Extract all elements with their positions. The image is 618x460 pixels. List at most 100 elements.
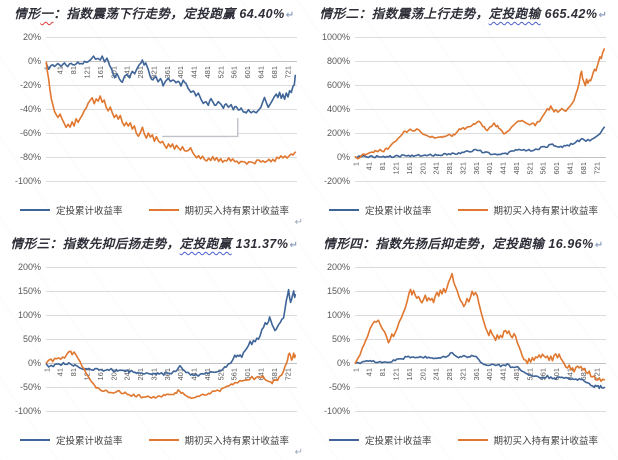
svg-text:100%: 100%	[327, 310, 350, 320]
svg-text:481: 481	[512, 162, 521, 175]
svg-text:50%: 50%	[23, 334, 41, 344]
svg-text:161: 161	[96, 368, 105, 381]
svg-text:150%: 150%	[327, 286, 350, 296]
legend-item-sip: 定投累计收益率	[19, 433, 123, 447]
svg-text:281: 281	[136, 368, 145, 381]
chart-case1-panel: 情形一：指数震荡下行走势，定投跑赢 64.40%↵ 20% 0% -20% -40% -…	[0, 0, 309, 230]
svg-text:641: 641	[566, 162, 575, 175]
chart-case3-panel: 情形三：指数先抑后扬走势，定投跑赢 131.37%↵ 200% 150% 100% 5…	[0, 230, 309, 460]
svg-text:201: 201	[109, 66, 118, 79]
svg-text:-200%: -200%	[324, 176, 350, 186]
sip-line-swatch	[328, 439, 359, 441]
svg-text:601: 601	[552, 162, 561, 175]
svg-text:401: 401	[176, 66, 185, 79]
svg-text:561: 561	[230, 66, 239, 79]
svg-text:321: 321	[458, 368, 467, 381]
svg-text:401: 401	[485, 368, 494, 381]
legend-label: 定投累计收益率	[55, 436, 123, 447]
svg-text:601: 601	[243, 368, 252, 381]
svg-text:-50%: -50%	[329, 382, 350, 392]
svg-text:161: 161	[405, 368, 414, 381]
legend-item-sip: 定投累计收益率	[328, 203, 432, 217]
chart-title-case3: 情形三：指数先抑后扬走势，定投跑赢 131.37%↵	[0, 235, 309, 255]
legend-label: 定投累计收益率	[55, 206, 123, 217]
paragraph-mark-icon: ↵	[294, 447, 303, 458]
chart-legend: 定投累计收益率 期初买入持有累计收益率	[309, 203, 618, 217]
svg-text:0%: 0%	[28, 358, 41, 368]
svg-text:601: 601	[552, 368, 561, 381]
svg-text:481: 481	[203, 66, 212, 79]
svg-text:641: 641	[566, 368, 575, 381]
svg-text:561: 561	[230, 368, 239, 381]
svg-text:201: 201	[109, 368, 118, 381]
legend-item-lumpsum: 期初买入持有累计收益率	[457, 433, 598, 447]
legend-item-sip: 定投累计收益率	[19, 203, 123, 217]
svg-text:441: 441	[190, 368, 199, 381]
svg-text:681: 681	[270, 368, 279, 381]
legend-item-lumpsum: 期初买入持有累计收益率	[148, 203, 290, 217]
svg-text:521: 521	[525, 162, 534, 175]
sip-line-swatch	[328, 209, 359, 211]
svg-text:0%: 0%	[337, 152, 350, 162]
svg-text:200%: 200%	[18, 262, 41, 272]
line-chart-case3: 200% 150% 100% 50% 0% -50% -100% 1 41 81 121 161 201…	[0, 255, 309, 433]
legend-label: 期初买入持有累计收益率	[493, 206, 599, 217]
svg-text:121: 121	[82, 66, 91, 79]
svg-text:601: 601	[243, 66, 252, 79]
svg-text:0%: 0%	[337, 358, 350, 368]
svg-text:481: 481	[203, 368, 212, 381]
legend-item-sip: 定投累计收益率	[328, 433, 432, 447]
legend-label: 定投累计收益率	[364, 436, 432, 447]
svg-text:561: 561	[539, 162, 548, 175]
svg-text:41: 41	[365, 368, 374, 376]
svg-text:401: 401	[176, 368, 185, 381]
title-highlight: 定投跑赢	[179, 237, 232, 251]
svg-text:721: 721	[283, 368, 292, 381]
chart-legend: 定投累计收益率 期初买入持有累计收益率	[0, 433, 309, 447]
line-chart-case2: 1000% 800% 600% 400% 200% 0% -200% 1 41 81 121 161 2…	[309, 25, 618, 203]
svg-text:281: 281	[136, 66, 145, 79]
svg-text:-100%: -100%	[324, 406, 350, 416]
svg-text:321: 321	[149, 66, 158, 79]
svg-text:-60%: -60%	[20, 128, 41, 138]
svg-text:400%: 400%	[327, 104, 350, 114]
line-chart-case1: 20% 0% -20% -40% -60% -80% -100% 1 41 81 121 161 201…	[0, 25, 309, 203]
svg-text:441: 441	[190, 66, 199, 79]
svg-text:121: 121	[391, 368, 400, 381]
chart-case4-panel: 情形四：指数先扬后抑走势，定投跑输 16.96%↵ 200% 150% 100% 50…	[309, 230, 618, 460]
title-text: 情形四：指数先扬后抑走势，定投跑输 16.96%	[323, 237, 594, 251]
sip-line-swatch	[19, 439, 50, 441]
svg-text:81: 81	[69, 66, 78, 74]
chart-title-case1: 情形一：指数震荡下行走势，定投跑赢 64.40%↵	[0, 5, 309, 25]
svg-text:200%: 200%	[327, 128, 350, 138]
svg-text:1: 1	[42, 368, 51, 372]
svg-text:321: 321	[458, 162, 467, 175]
svg-text:201: 201	[418, 162, 427, 175]
chart-title-case4: 情形四：指数先扬后抑走势，定投跑输 16.96%↵	[309, 235, 618, 255]
svg-text:41: 41	[56, 66, 65, 74]
svg-text:81: 81	[69, 368, 78, 376]
svg-text:-100%: -100%	[15, 176, 41, 186]
svg-text:-50%: -50%	[20, 382, 41, 392]
svg-text:241: 241	[432, 368, 441, 381]
svg-text:721: 721	[283, 66, 292, 79]
svg-text:441: 441	[499, 368, 508, 381]
chart-case2-panel: 情形二：指数震荡上行走势，定投跑输 665.42%↵ 1000% 800% 600%…	[309, 0, 618, 230]
svg-text:-80%: -80%	[20, 152, 41, 162]
title-text: 情形二：指数震荡上行走势，	[319, 7, 489, 21]
svg-text:681: 681	[579, 162, 588, 175]
svg-text:641: 641	[257, 66, 266, 79]
svg-text:0%: 0%	[28, 56, 41, 66]
svg-text:600%: 600%	[327, 80, 350, 90]
legend-label: 期初买入持有累计收益率	[184, 206, 290, 217]
lumpsum-line-swatch	[148, 209, 179, 211]
svg-text:361: 361	[163, 66, 172, 79]
legend-item-lumpsum: 期初买入持有累计收益率	[457, 203, 599, 217]
svg-text:681: 681	[270, 66, 279, 79]
svg-text:-20%: -20%	[20, 80, 41, 90]
title-text: 情形三：指数先抑后扬走势，	[10, 237, 180, 251]
legend-label: 定投累计收益率	[364, 206, 432, 217]
svg-text:361: 361	[472, 162, 481, 175]
legend-label: 期初买入持有累计收益率	[184, 436, 290, 447]
